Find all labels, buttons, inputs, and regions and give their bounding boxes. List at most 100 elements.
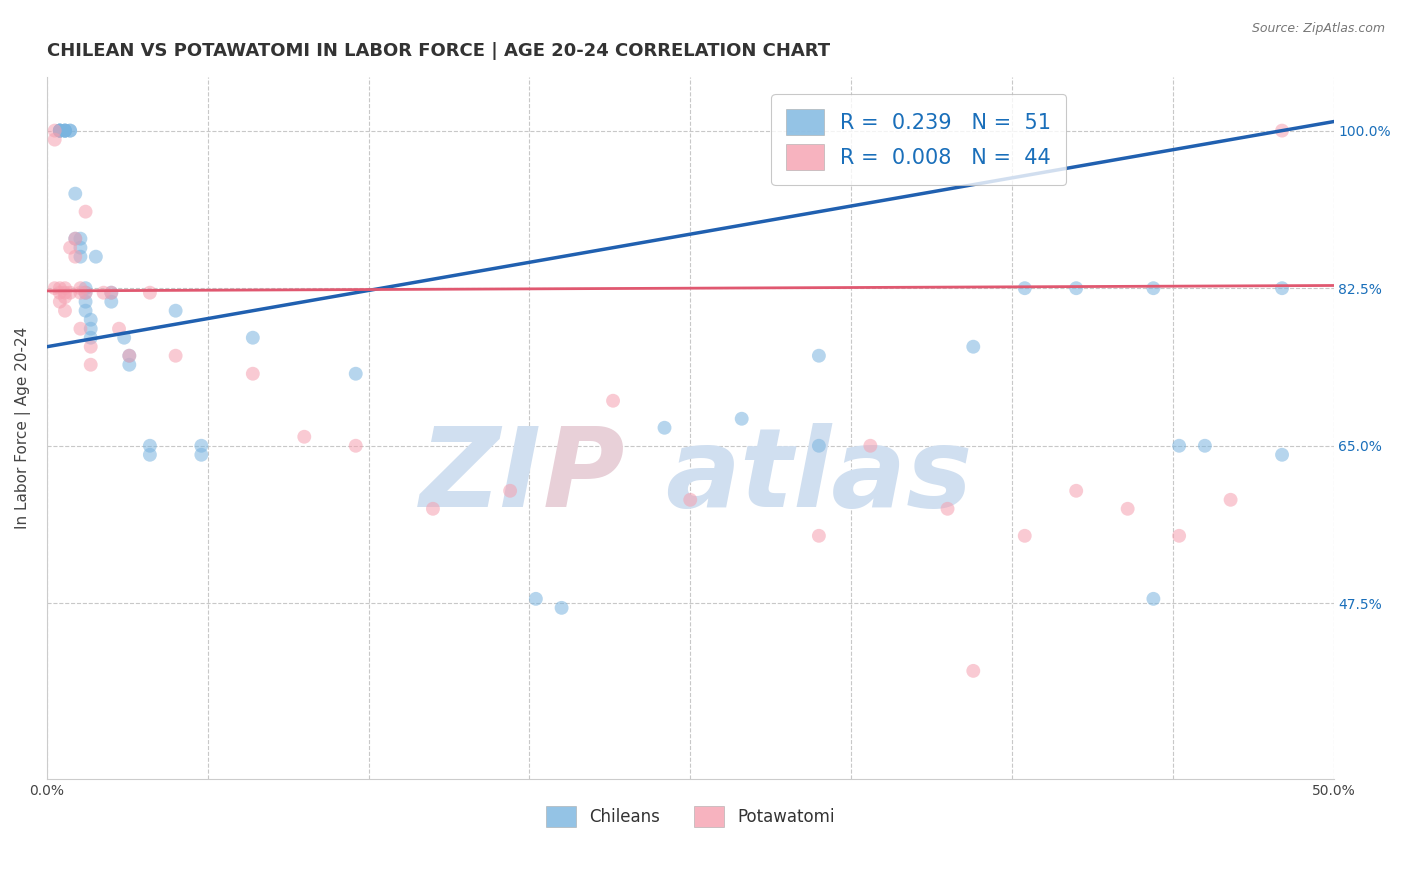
Point <box>422 501 444 516</box>
Point <box>49 281 72 295</box>
Point <box>65 186 87 201</box>
Point <box>1271 448 1294 462</box>
Point <box>69 281 91 295</box>
Point <box>69 285 91 300</box>
Point <box>80 312 103 326</box>
Point <box>59 241 82 255</box>
Point <box>190 439 212 453</box>
Point <box>65 232 87 246</box>
Text: ZI: ZI <box>420 424 543 531</box>
Point <box>679 492 702 507</box>
Point <box>53 281 76 295</box>
Point <box>1219 492 1241 507</box>
Point <box>1142 591 1164 606</box>
Point <box>1271 123 1294 137</box>
Point <box>1116 501 1139 516</box>
Point <box>807 349 830 363</box>
Point <box>807 439 830 453</box>
Point <box>69 232 91 246</box>
Point <box>59 123 82 137</box>
Point <box>65 250 87 264</box>
Point <box>53 290 76 304</box>
Point <box>1142 281 1164 295</box>
Y-axis label: In Labor Force | Age 20-24: In Labor Force | Age 20-24 <box>15 326 31 529</box>
Text: P: P <box>543 424 624 531</box>
Point <box>807 529 830 543</box>
Point <box>118 358 141 372</box>
Point <box>49 285 72 300</box>
Text: CHILEAN VS POTAWATOMI IN LABOR FORCE | AGE 20-24 CORRELATION CHART: CHILEAN VS POTAWATOMI IN LABOR FORCE | A… <box>46 42 830 60</box>
Point <box>550 600 572 615</box>
Point <box>1064 281 1087 295</box>
Point <box>80 331 103 345</box>
Point <box>1064 483 1087 498</box>
Point <box>100 285 122 300</box>
Point <box>75 281 97 295</box>
Point <box>139 439 162 453</box>
Point <box>1014 281 1036 295</box>
Point <box>49 123 72 137</box>
Point <box>49 123 72 137</box>
Point <box>654 421 676 435</box>
Point <box>190 448 212 462</box>
Point <box>49 123 72 137</box>
Point <box>344 367 367 381</box>
Text: Source: ZipAtlas.com: Source: ZipAtlas.com <box>1251 22 1385 36</box>
Point <box>139 285 162 300</box>
Point <box>242 331 264 345</box>
Point <box>69 241 91 255</box>
Point <box>75 285 97 300</box>
Point <box>1271 281 1294 295</box>
Point <box>75 285 97 300</box>
Point <box>75 303 97 318</box>
Point <box>69 250 91 264</box>
Point <box>80 340 103 354</box>
Point <box>75 294 97 309</box>
Point <box>962 340 984 354</box>
Point <box>80 322 103 336</box>
Point <box>44 123 66 137</box>
Point <box>53 123 76 137</box>
Point <box>1168 529 1191 543</box>
Point <box>165 303 187 318</box>
Point <box>49 123 72 137</box>
Point <box>53 123 76 137</box>
Point <box>49 123 72 137</box>
Point <box>165 349 187 363</box>
Point <box>118 349 141 363</box>
Point <box>962 664 984 678</box>
Point <box>75 204 97 219</box>
Point <box>731 411 754 425</box>
Point <box>84 250 107 264</box>
Point <box>53 123 76 137</box>
Point <box>44 281 66 295</box>
Point <box>859 439 882 453</box>
Point <box>112 331 135 345</box>
Point <box>602 393 624 408</box>
Point <box>69 322 91 336</box>
Point <box>49 294 72 309</box>
Point <box>118 349 141 363</box>
Point <box>80 358 103 372</box>
Point <box>344 439 367 453</box>
Point <box>1014 529 1036 543</box>
Point <box>53 303 76 318</box>
Point <box>524 591 547 606</box>
Point <box>1168 439 1191 453</box>
Point <box>242 367 264 381</box>
Point <box>65 232 87 246</box>
Point <box>53 123 76 137</box>
Point <box>59 123 82 137</box>
Point <box>93 285 115 300</box>
Point <box>499 483 522 498</box>
Legend: Chileans, Potawatomi: Chileans, Potawatomi <box>540 799 841 834</box>
Point <box>108 322 131 336</box>
Point <box>139 448 162 462</box>
Text: atlas: atlas <box>665 424 973 531</box>
Point <box>1194 439 1216 453</box>
Point <box>292 430 315 444</box>
Point <box>100 285 122 300</box>
Point <box>100 294 122 309</box>
Point <box>936 501 959 516</box>
Point <box>53 285 76 300</box>
